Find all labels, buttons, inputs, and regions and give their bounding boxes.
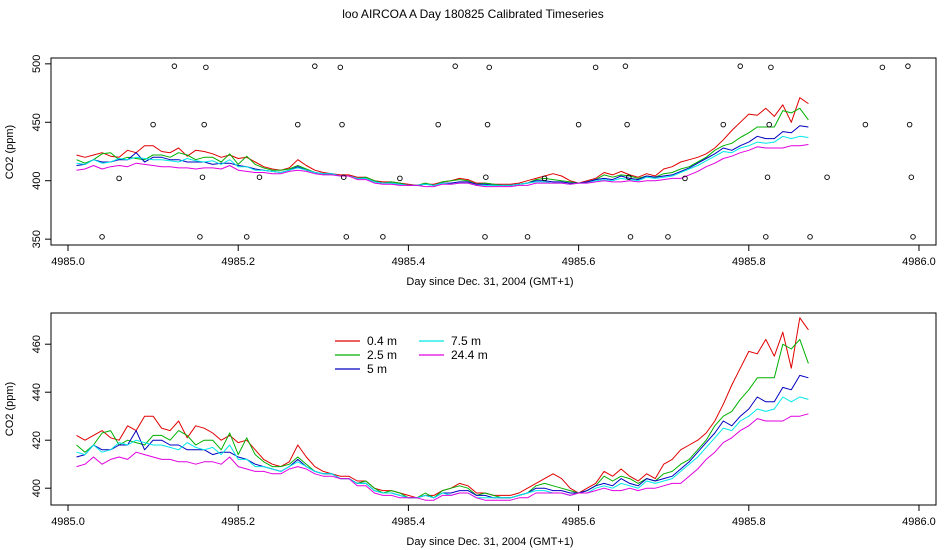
top-x-tick-label: 4985.8 <box>732 256 766 268</box>
raw-data-point <box>116 175 122 182</box>
raw-data-point <box>862 121 869 128</box>
top-raw-points <box>99 63 916 240</box>
raw-data-point <box>908 174 915 180</box>
raw-data-point <box>337 64 344 71</box>
legend-label-0-4m: 0.4 m <box>367 334 397 348</box>
raw-data-point <box>486 64 492 71</box>
raw-data-point <box>524 234 531 240</box>
raw-data-point <box>622 63 629 69</box>
bottom-series-0-4m <box>76 317 809 499</box>
legend: 0.4 m 2.5 m 5 m 7.5 m 24.4 m <box>335 334 488 376</box>
raw-data-point <box>343 234 350 240</box>
raw-data-point <box>435 121 441 128</box>
figure-title: loo AIRCOA A Day 180825 Calibrated Times… <box>342 7 603 21</box>
raw-data-point <box>737 63 744 69</box>
raw-data-point <box>824 174 830 180</box>
top-y-tick-label: 400 <box>31 172 43 190</box>
raw-data-point <box>380 234 386 240</box>
legend-label-7-5m: 7.5 m <box>451 334 481 348</box>
top-y-axis: 350 400 450 500 <box>31 55 51 248</box>
raw-data-point <box>340 174 347 180</box>
raw-data-point <box>766 121 772 128</box>
top-x-axis: 4985.0 4985.2 4985.4 4985.6 4985.8 4986.0 <box>51 245 936 268</box>
bottom-x-tick-label: 4985.0 <box>51 516 85 528</box>
raw-data-point <box>256 174 263 180</box>
top-x-tick-label: 4985.4 <box>392 256 426 268</box>
top-y-tick-label: 500 <box>31 55 43 73</box>
raw-data-point <box>592 64 599 71</box>
legend-label-2-5m: 2.5 m <box>367 348 397 362</box>
raw-data-point <box>807 234 813 240</box>
raw-data-point <box>150 121 156 128</box>
top-y-axis-label: CO2 (ppm) <box>4 125 16 179</box>
bottom-x-tick-label: 4985.8 <box>732 516 766 528</box>
raw-data-point <box>397 175 403 182</box>
bottom-y-tick-label: 400 <box>31 479 43 497</box>
raw-data-point <box>171 63 178 69</box>
raw-data-point <box>312 63 318 69</box>
raw-data-point <box>199 174 206 180</box>
raw-data-point <box>243 234 250 240</box>
bottom-y-tick-label: 420 <box>31 431 43 449</box>
raw-data-point <box>682 175 688 182</box>
bottom-x-tick-label: 4985.2 <box>221 516 255 528</box>
top-series-lines <box>76 97 809 188</box>
top-x-tick-label: 4985.2 <box>221 256 255 268</box>
bottom-plot-frame <box>50 312 937 506</box>
bottom-series-7-5m <box>76 396 809 499</box>
top-series-2-5m <box>76 107 809 186</box>
raw-data-point <box>910 234 916 240</box>
raw-data-point <box>879 64 886 71</box>
bottom-y-axis-label: CO2 (ppm) <box>4 382 16 436</box>
raw-data-point <box>906 121 913 128</box>
bottom-y-axis: 400 420 440 460 <box>31 335 51 497</box>
top-series-0-4m <box>76 97 809 186</box>
bottom-x-axis: 4985.0 4985.2 4985.4 4985.6 4985.8 4986.0 <box>51 505 936 528</box>
bottom-series-2-5m <box>76 338 809 499</box>
raw-data-point <box>203 64 209 71</box>
bottom-x-tick-label: 4986.0 <box>902 516 936 528</box>
raw-data-point <box>575 121 582 128</box>
top-y-tick-label: 450 <box>31 113 43 131</box>
top-x-tick-label: 4985.0 <box>51 256 85 268</box>
bottom-x-tick-label: 4985.4 <box>392 516 426 528</box>
bottom-series-24-4m <box>76 413 809 501</box>
raw-data-point <box>541 175 548 182</box>
raw-data-point <box>482 234 488 240</box>
raw-data-point <box>764 174 771 180</box>
top-x-tick-label: 4986.0 <box>902 256 936 268</box>
raw-data-point <box>905 63 911 69</box>
top-plot-frame <box>50 57 937 246</box>
raw-data-point <box>99 234 105 240</box>
top-y-tick-label: 350 <box>31 230 43 248</box>
raw-data-point <box>483 174 489 180</box>
bottom-x-axis-label: Day since Dec. 31, 2004 (GMT+1) <box>406 536 573 548</box>
legend-label-5m: 5 m <box>367 362 387 376</box>
raw-data-point <box>339 121 345 128</box>
raw-data-point <box>720 121 727 128</box>
raw-data-point <box>665 234 671 240</box>
top-x-axis-label: Day since Dec. 31, 2004 (GMT+1) <box>406 276 573 288</box>
top-series-7-5m <box>76 135 809 186</box>
legend-label-24-4m: 24.4 m <box>451 348 488 362</box>
raw-data-point <box>452 63 458 69</box>
raw-data-point <box>484 121 491 128</box>
bottom-x-tick-label: 4985.6 <box>562 516 596 528</box>
raw-data-point <box>626 174 632 180</box>
raw-data-point <box>295 121 301 128</box>
top-x-tick-label: 4985.6 <box>562 256 596 268</box>
raw-data-point <box>201 121 207 128</box>
raw-data-point <box>763 234 769 240</box>
raw-data-point <box>768 64 774 71</box>
raw-data-point <box>624 121 630 128</box>
raw-data-point <box>197 234 203 240</box>
bottom-y-tick-label: 440 <box>31 383 43 401</box>
bottom-series-lines <box>76 317 809 501</box>
bottom-y-tick-label: 460 <box>31 335 43 353</box>
raw-data-point <box>627 234 634 240</box>
